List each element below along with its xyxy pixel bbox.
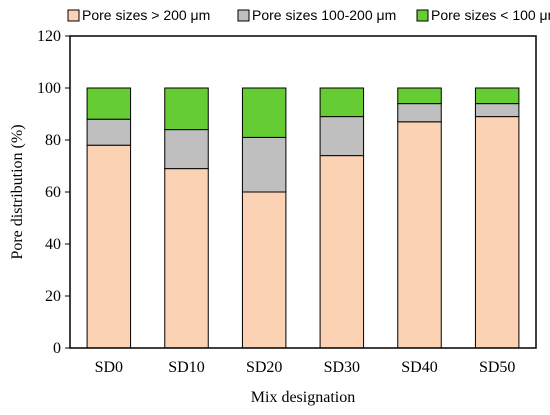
y-tick-label: 60 (45, 184, 61, 201)
y-tick-label: 80 (45, 132, 61, 149)
y-tick-label: 120 (37, 28, 61, 45)
bars (86, 87, 520, 349)
x-tick-label: SD50 (479, 359, 515, 376)
x-axis: SD0 SD10 SD20 SD30 SD40 SD50 (95, 359, 516, 376)
bar-sd30-series-0 (319, 155, 365, 349)
y-axis-title: Pore distribution (%) (9, 124, 26, 259)
bar-sd10-series-0 (164, 168, 209, 349)
bar-sd0-series-0 (86, 144, 132, 349)
y-tick-label: 0 (53, 340, 61, 357)
legend-swatch (67, 9, 80, 22)
y-axis: 0 20 40 60 80 100 120 (37, 28, 70, 357)
bar-sd30-series-2 (319, 87, 365, 118)
x-tick-label: SD0 (95, 359, 123, 376)
bar-sd50-series-2 (474, 87, 520, 105)
bar-sd0-series-2 (86, 87, 132, 120)
legend-swatch (237, 9, 250, 22)
x-axis-title: Mix designation (251, 389, 355, 406)
bar-sd30-series-1 (319, 116, 365, 157)
bar-sd40-series-0 (397, 121, 442, 349)
bar-sd20-series-2 (241, 87, 287, 138)
bar-sd40-series-1 (397, 103, 442, 123)
bar-sd50-series-1 (474, 103, 520, 118)
legend-label: Pore sizes < 100 μm (431, 7, 550, 23)
legend-swatch (416, 9, 429, 22)
bar-sd50-series-0 (474, 116, 520, 349)
plot-area-frame (69, 35, 537, 349)
x-tick-label: SD40 (401, 359, 437, 376)
legend-label: Pore sizes 100-200 μm (252, 7, 396, 23)
bar-sd20-series-1 (241, 136, 287, 193)
legend-label: Pore sizes > 200 μm (82, 7, 210, 23)
bar-sd40-series-2 (397, 87, 442, 105)
y-tick-label: 40 (45, 236, 61, 253)
y-tick-label: 20 (45, 288, 61, 305)
bar-sd20-series-0 (241, 191, 287, 349)
legend: Pore sizes > 200 μm Pore sizes 100-200 μm… (67, 7, 550, 23)
x-tick-label: SD10 (168, 359, 204, 376)
y-tick-label: 100 (37, 80, 61, 97)
bar-sd10-series-1 (164, 129, 209, 170)
bar-sd10-series-2 (164, 87, 209, 131)
x-tick-label: SD30 (324, 359, 360, 376)
x-tick-label: SD20 (246, 359, 282, 376)
bar-sd0-series-1 (86, 118, 132, 146)
